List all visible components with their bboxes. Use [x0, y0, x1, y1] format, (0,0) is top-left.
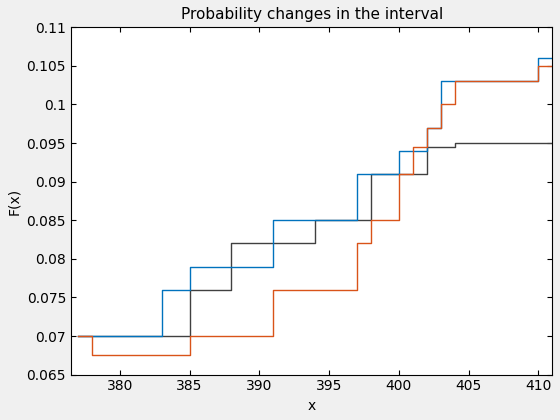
- Y-axis label: F(x): F(x): [7, 187, 21, 215]
- X-axis label: x: x: [307, 399, 316, 413]
- Title: Probability changes in the interval: Probability changes in the interval: [180, 7, 443, 22]
